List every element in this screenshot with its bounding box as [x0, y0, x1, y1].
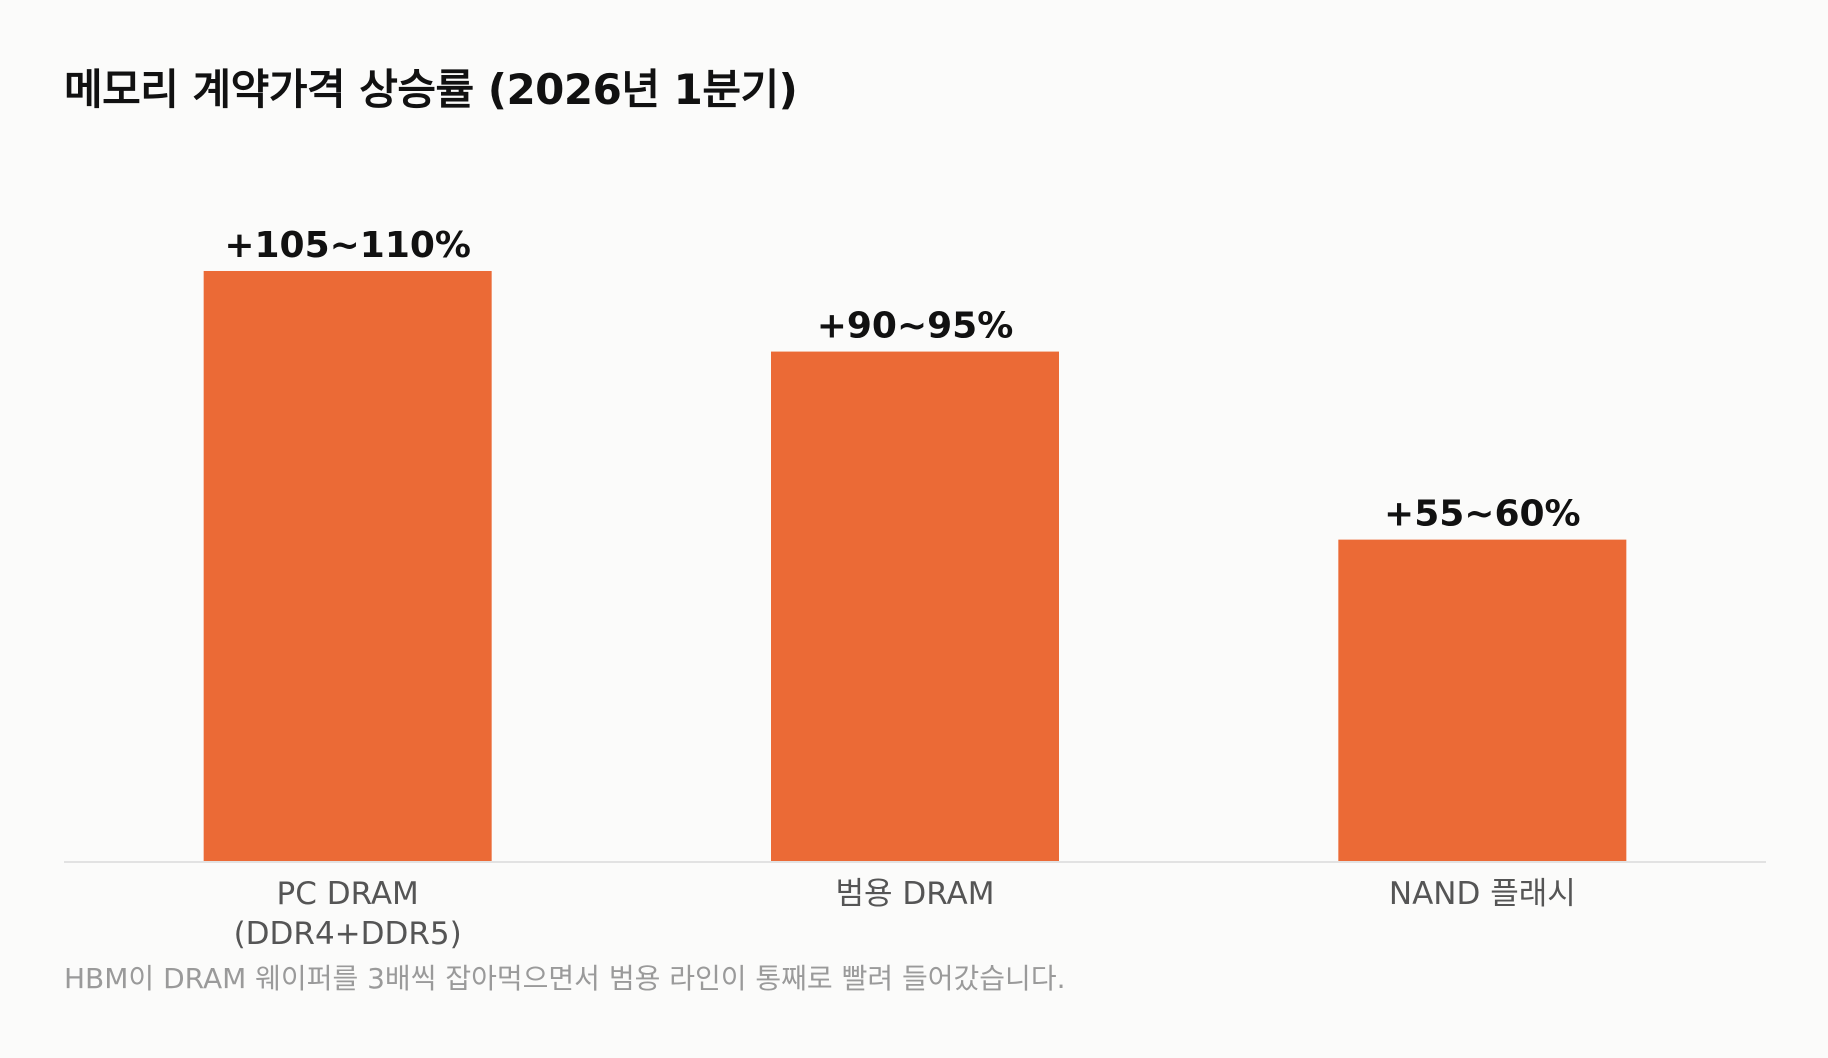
bar-3	[1338, 539, 1627, 862]
bar-1	[203, 270, 492, 863]
category-label-line: 범용 DRAM	[835, 876, 994, 912]
labels-layer: +105~110% PC DRAM (DDR4+DDR5) +90~95% 범용 DRA…	[224, 225, 1580, 952]
category-label-line: NAND 플래시	[1389, 876, 1576, 912]
chart-title: 메모리 계약가격 상승률 (2026년 1분기)	[64, 65, 798, 114]
category-label-line: PC DRAM	[277, 876, 419, 912]
category-label-3: NAND 플래시	[1389, 876, 1576, 912]
data-label-1: +105~110%	[224, 225, 471, 266]
category-label-2: 범용 DRAM	[835, 876, 994, 912]
data-label-3: +55~60%	[1384, 494, 1581, 535]
bars-layer	[203, 270, 1627, 863]
data-label-2: +90~95%	[817, 306, 1014, 347]
category-label-1: PC DRAM (DDR4+DDR5)	[234, 876, 462, 952]
category-label-line: (DDR4+DDR5)	[234, 916, 462, 952]
bar-2	[771, 351, 1059, 862]
footnote: HBM이 DRAM 웨이퍼를 3배씩 잡아먹으면서 범용 라인이 통째로 빨려 …	[64, 962, 1066, 995]
